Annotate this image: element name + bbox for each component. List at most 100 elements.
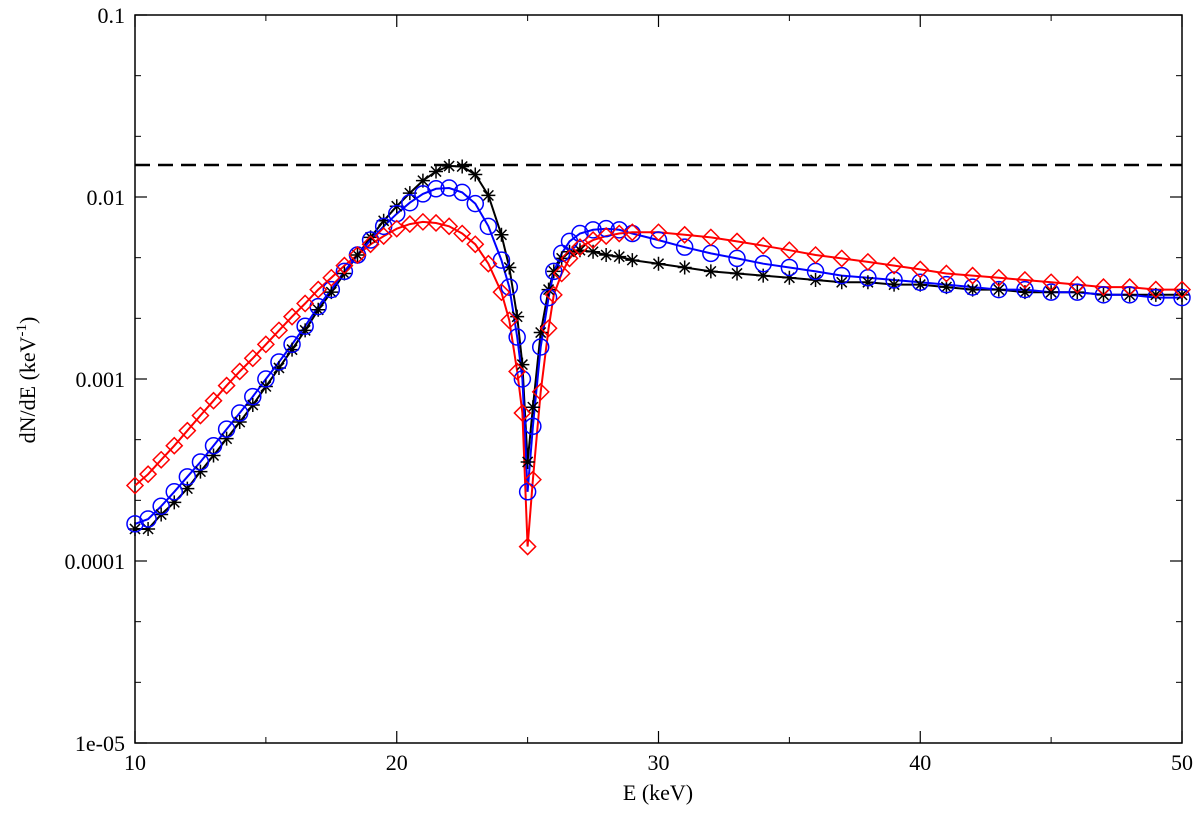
data-point-star [502, 260, 517, 275]
data-point-diamond [989, 268, 1008, 287]
data-point-star [1175, 287, 1189, 302]
data-point-star [515, 357, 530, 372]
data-point-diamond [348, 245, 367, 265]
data-point-diamond [500, 311, 519, 330]
data-point-star [481, 188, 496, 203]
data-point-circle [401, 193, 419, 212]
plot-area [134, 14, 1183, 744]
data-point-circle [885, 271, 903, 289]
data-point-circle [335, 262, 354, 281]
data-point-diamond [165, 436, 184, 455]
data-point-circle [126, 515, 144, 533]
series-group [125, 159, 1192, 556]
data-point-diamond [217, 376, 236, 395]
data-point-diamond [1015, 270, 1035, 290]
data-point-circle [531, 338, 550, 356]
data-point-diamond [413, 212, 432, 231]
data-point-star [455, 159, 470, 174]
y-tick-label: 1e-05 [75, 731, 125, 756]
data-point-circle [230, 404, 249, 422]
data-point-diamond [466, 235, 485, 254]
data-point-diamond [539, 319, 558, 338]
data-point-star [756, 268, 771, 283]
data-point-diamond [125, 476, 145, 495]
data-point-circle [1094, 286, 1113, 304]
data-point-circle [1068, 283, 1087, 301]
data-point-star [612, 249, 627, 264]
data-point-circle [990, 280, 1008, 299]
data-point-circle [518, 483, 537, 501]
data-point-star [1148, 287, 1163, 302]
data-point-circle [152, 497, 170, 515]
y-axis-label-sup: -1 [14, 324, 30, 337]
data-point-diamond [1172, 280, 1192, 299]
data-point-star [298, 323, 313, 338]
y-tick-label: 0.001 [76, 367, 126, 392]
data-point-diamond [552, 264, 571, 283]
data-point-diamond [963, 266, 982, 285]
data-point-circle [675, 238, 694, 256]
data-point-diamond [1042, 273, 1061, 292]
data-point-circle [649, 231, 668, 249]
data-point-circle [1120, 286, 1139, 304]
data-point-diamond [885, 256, 904, 275]
data-point-diamond [858, 252, 877, 271]
data-point-star [520, 454, 535, 469]
data-point-star [572, 243, 587, 258]
data-point-diamond [675, 225, 694, 244]
data-point-circle [165, 483, 184, 501]
x-tick-label: 50 [1171, 750, 1193, 775]
data-point-star [782, 270, 797, 285]
data-point-diamond [453, 224, 472, 243]
data-point-circle [479, 217, 498, 236]
data-point-diamond [269, 321, 289, 340]
data-point-circle [204, 436, 223, 455]
data-point-diamond [560, 249, 579, 268]
data-point-circle [296, 317, 314, 335]
data-point-diamond [309, 280, 328, 299]
data-point-diamond [523, 470, 542, 489]
data-point-circle [217, 420, 236, 438]
data-point-diamond [374, 227, 393, 246]
data-point-circle [937, 275, 956, 294]
y-tick-label: 0.01 [87, 185, 126, 210]
data-point-star [468, 167, 483, 182]
data-point-circle [552, 244, 571, 263]
data-point-star [193, 464, 208, 479]
data-point-diamond [649, 223, 668, 242]
data-point-circle [440, 179, 458, 197]
data-point-star [599, 248, 614, 263]
data-point-star [442, 159, 457, 174]
data-point-star [206, 448, 221, 463]
data-point-diamond [513, 403, 532, 423]
data-point-diamond [387, 219, 406, 238]
data-point-diamond [1068, 275, 1087, 294]
data-point-star [494, 227, 509, 242]
data-point-star [887, 277, 902, 292]
y-axis-label-close: ) [15, 317, 40, 324]
data-point-circle [584, 221, 602, 239]
data-point-diamond [178, 421, 197, 440]
data-point-diamond [256, 335, 275, 354]
data-point-star [232, 415, 247, 430]
data-point-diamond [937, 264, 956, 283]
data-point-star [429, 164, 444, 179]
data-point-circle [427, 180, 445, 198]
x-tick-label: 20 [386, 750, 408, 775]
data-point-star [586, 244, 601, 259]
data-point-star [311, 302, 326, 317]
data-point-star [913, 277, 928, 292]
data-point-diamond [361, 235, 380, 254]
data-point-circle [322, 280, 341, 299]
data-point-star [510, 309, 525, 324]
data-point-circle [466, 194, 485, 213]
data-point-star [625, 253, 640, 268]
major-ticks [134, 14, 1183, 744]
data-point-star [939, 280, 954, 295]
data-point-star [376, 213, 391, 228]
data-point-diamond [152, 450, 171, 469]
data-point-star [965, 282, 980, 297]
data-point-circle [453, 183, 471, 202]
data-point-diamond [426, 213, 446, 233]
